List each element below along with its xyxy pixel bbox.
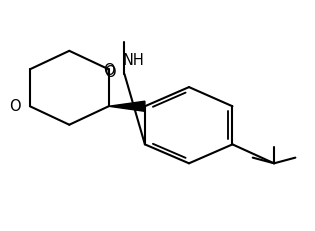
Text: O: O (105, 65, 116, 80)
Polygon shape (109, 101, 145, 111)
Text: O: O (103, 63, 114, 78)
Text: NH: NH (123, 53, 145, 67)
Text: O: O (9, 99, 21, 114)
